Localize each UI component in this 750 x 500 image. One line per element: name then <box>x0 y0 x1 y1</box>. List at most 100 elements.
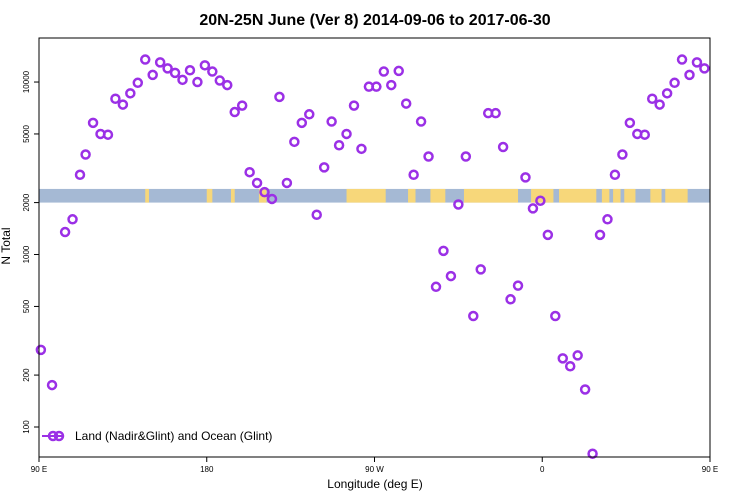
data-point <box>274 91 285 103</box>
data-point <box>318 162 330 173</box>
y-tick-label: 10000 <box>22 70 31 93</box>
legend-marker <box>47 430 59 442</box>
data-point <box>333 140 345 151</box>
land-segment <box>624 188 636 203</box>
land-segment <box>206 188 213 203</box>
data-point <box>296 117 308 129</box>
data-point <box>684 69 695 81</box>
data-point <box>378 66 390 77</box>
plot-frame <box>38 37 711 458</box>
y-axis: 100 200 500 1000 2000 5000 10000 <box>22 70 39 434</box>
data-point <box>423 151 434 162</box>
land-ocean-band <box>39 188 710 203</box>
data-point <box>408 169 419 181</box>
y-tick-label: 2000 <box>22 193 31 211</box>
data-point <box>281 177 293 189</box>
data-point <box>162 63 173 74</box>
data-point <box>154 57 166 68</box>
data-point <box>453 199 464 210</box>
data-point <box>646 93 658 104</box>
chart-title: 20N-25N June (Ver 8) 2014-09-06 to 2017-… <box>199 12 550 29</box>
data-point <box>445 270 457 282</box>
data-point <box>617 149 628 160</box>
data-point <box>214 75 226 86</box>
data-point <box>594 229 606 241</box>
legend: Land (Nadir&Glint) and Ocean (Glint) <box>42 429 272 443</box>
data-point <box>676 54 688 65</box>
data-point <box>490 107 501 119</box>
data-point <box>35 344 47 356</box>
data-point <box>244 166 255 178</box>
x-tick-label: 90 E <box>702 465 718 474</box>
y-tick-label: 5000 <box>22 125 31 143</box>
data-point <box>527 203 539 214</box>
data-point <box>661 88 673 99</box>
land-segment <box>430 188 446 203</box>
data-point <box>393 65 404 77</box>
land-segment <box>601 188 610 203</box>
data-point <box>177 74 188 86</box>
data-point <box>415 116 427 127</box>
data-point <box>192 76 203 88</box>
data-point <box>572 350 583 361</box>
data-point <box>236 100 248 111</box>
data-point <box>497 141 509 153</box>
data-point <box>67 214 78 225</box>
data-point <box>207 66 218 77</box>
data-point <box>311 209 322 221</box>
land-segment <box>408 188 416 203</box>
data-point <box>348 100 360 111</box>
data-point <box>59 226 71 238</box>
data-point <box>430 281 442 293</box>
data-point <box>699 63 710 74</box>
data-point <box>371 81 382 92</box>
data-point <box>266 193 278 205</box>
data-point <box>46 379 58 391</box>
data-point <box>289 136 300 148</box>
y-tick-label: 100 <box>22 420 31 434</box>
data-point <box>229 106 240 118</box>
data-point <box>259 186 270 198</box>
data-point <box>139 54 151 65</box>
data-point <box>557 353 569 364</box>
land-segment <box>230 188 235 203</box>
data-point <box>691 57 703 68</box>
data-point <box>602 214 613 225</box>
data-point <box>356 143 367 155</box>
legend-marker <box>53 430 65 442</box>
data-point <box>251 177 263 189</box>
data-point <box>639 129 651 140</box>
data-point <box>587 448 598 459</box>
data-point <box>87 117 99 129</box>
x-tick-label: 0 <box>540 465 545 474</box>
data-point <box>535 195 546 206</box>
x-tick-label: 180 <box>200 465 214 474</box>
land-segment <box>613 188 621 203</box>
data-points <box>35 54 710 459</box>
data-point <box>505 294 516 305</box>
data-point <box>74 169 86 181</box>
y-tick-label: 1000 <box>22 245 31 263</box>
data-point <box>512 280 524 291</box>
data-point <box>184 65 196 76</box>
x-axis-label: Longitude (deg E) <box>327 477 422 491</box>
land-segment <box>665 188 688 203</box>
y-tick-label: 500 <box>22 299 31 313</box>
land-segment <box>650 188 662 203</box>
land-segment <box>145 188 149 203</box>
x-axis: 90 E 180 90 W 0 90 E <box>31 457 718 474</box>
data-point <box>147 69 158 81</box>
data-point <box>475 264 486 275</box>
data-point <box>102 129 114 140</box>
data-point <box>438 245 449 257</box>
data-point <box>520 172 531 183</box>
data-point <box>125 88 136 99</box>
data-point <box>386 79 397 91</box>
data-point <box>624 117 636 129</box>
data-point <box>304 109 315 120</box>
data-point <box>326 116 337 127</box>
data-point <box>132 77 144 89</box>
data-point <box>341 128 352 140</box>
land-segment <box>463 188 519 203</box>
data-point <box>169 67 181 79</box>
